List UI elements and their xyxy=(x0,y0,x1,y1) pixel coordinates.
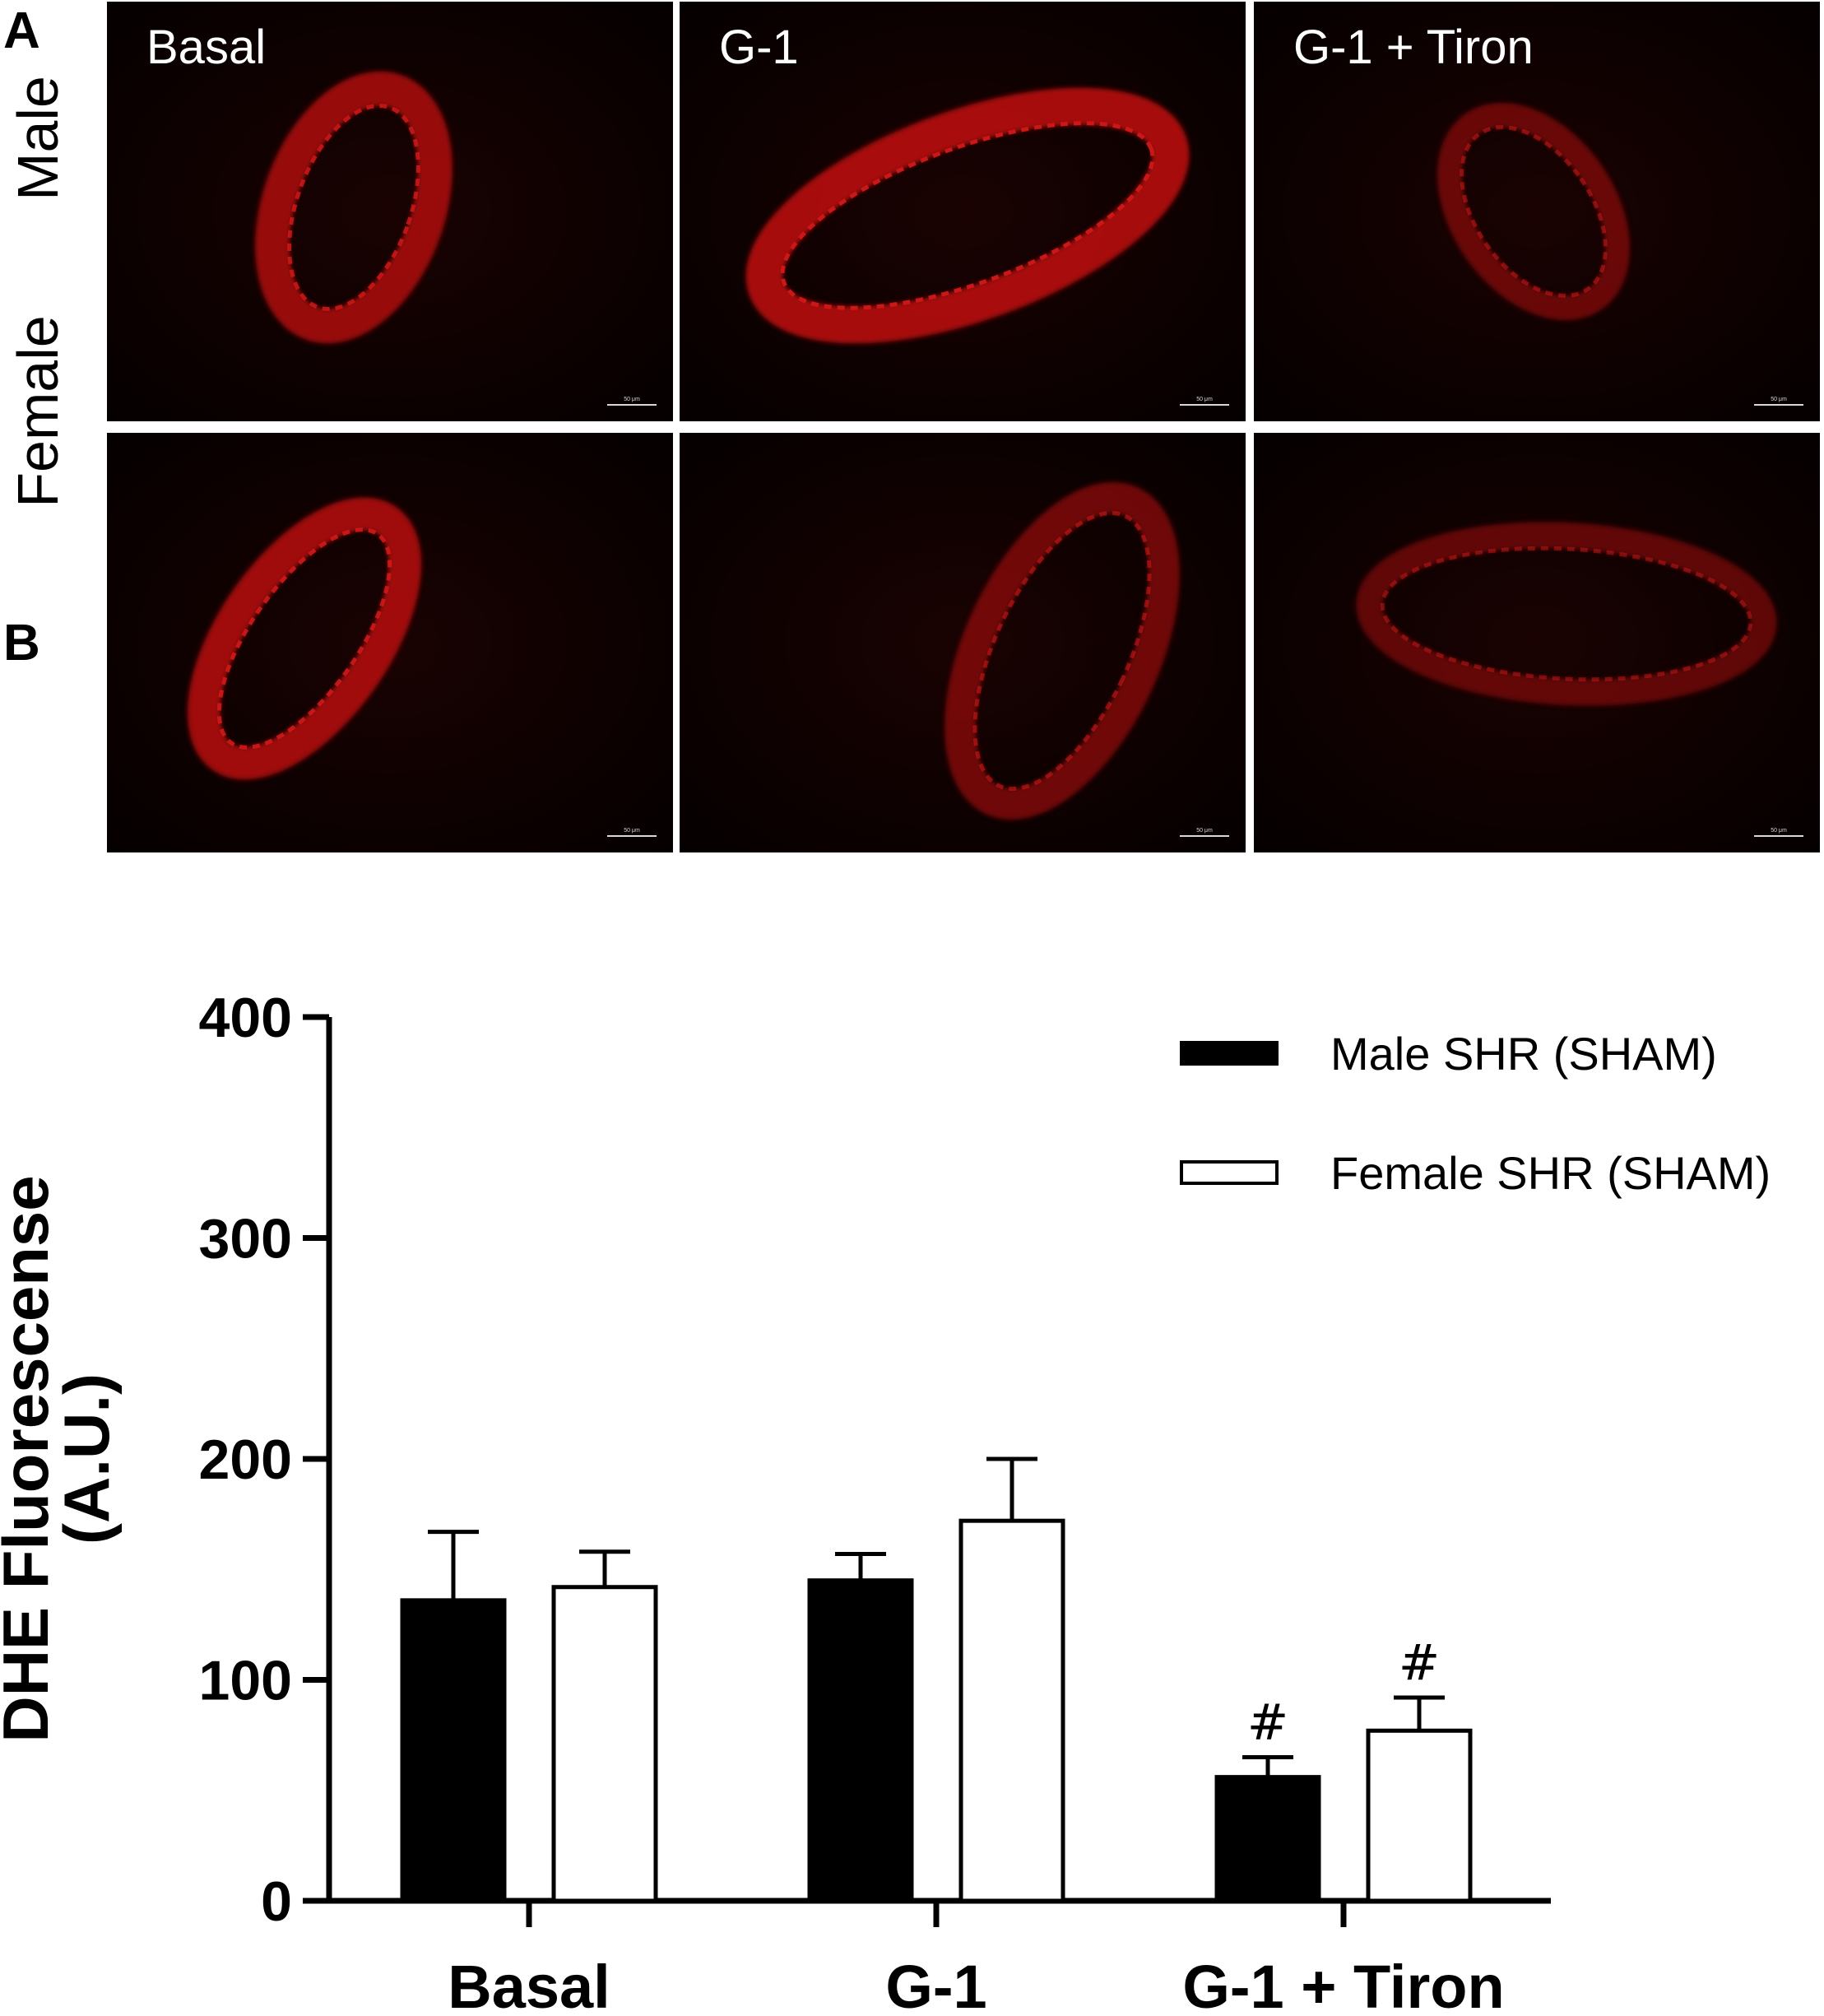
y-tick-label: 300 xyxy=(199,1208,292,1270)
y-tick-label: 100 xyxy=(199,1650,292,1712)
panel-b-letter: B xyxy=(3,615,40,671)
y-axis-label: DHE Fluorescense(A.U.) xyxy=(0,1175,123,1742)
bar-chart: 0 100 200 300 400 DHE Fluorescense(A.U.) Basal… xyxy=(0,987,1771,2016)
bar xyxy=(807,1578,914,1903)
scale-bar-label: 50 μm xyxy=(624,397,640,402)
column-label: G-1 + Tiron xyxy=(1293,21,1534,74)
micrograph-tile: 50 μm xyxy=(680,2,1246,421)
micrograph-tile: 50 μm xyxy=(107,433,673,852)
x-tick-label: G-1 xyxy=(885,1953,986,2016)
bar xyxy=(1366,1728,1473,1903)
legend-label: Male SHR (SHAM) xyxy=(1330,1028,1717,1080)
bar xyxy=(1214,1775,1321,1903)
micrograph-tile: 50 μm xyxy=(1254,433,1820,852)
legend-swatch xyxy=(1180,1160,1279,1185)
legend-item: Female SHR (SHAM) xyxy=(1180,1147,1771,1199)
y-tick-label: 0 xyxy=(261,1870,292,1933)
y-tick-label: 200 xyxy=(199,1428,292,1491)
panel-a-letter: A xyxy=(3,2,40,59)
micrograph-grid: 50 μm 50 μm 50 μm 50 μm 50 μm 50 μm Basal G-1 G-… xyxy=(107,2,1820,852)
legend-item: Male SHR (SHAM) xyxy=(1180,1028,1717,1080)
legend-swatch xyxy=(1180,1041,1279,1066)
column-label: Basal xyxy=(146,21,266,74)
y-tick-label: 400 xyxy=(199,987,292,1049)
scale-bar-label: 50 μm xyxy=(1771,397,1787,402)
significance-marker: # xyxy=(1399,1634,1440,1692)
row-label-female: Female xyxy=(6,315,70,507)
scale-bar-label: 50 μm xyxy=(1196,397,1213,402)
column-label: G-1 xyxy=(719,21,799,74)
micrograph-tile: 50 μm xyxy=(1254,2,1820,421)
bar xyxy=(400,1598,507,1903)
x-tick-label: G-1 + Tiron xyxy=(1182,1953,1504,2016)
significance-marker: # xyxy=(1247,1693,1288,1751)
scale-bar-label: 50 μm xyxy=(1196,828,1213,834)
scale-bar-label: 50 μm xyxy=(624,828,640,834)
bar xyxy=(958,1518,1065,1903)
micrograph-tile: 50 μm xyxy=(107,2,673,421)
x-tick-label: Basal xyxy=(448,1953,610,2016)
scale-bar-label: 50 μm xyxy=(1771,828,1787,834)
bar xyxy=(551,1585,658,1903)
legend-label: Female SHR (SHAM) xyxy=(1330,1147,1771,1199)
micrograph-tile: 50 μm xyxy=(680,433,1246,852)
row-label-male: Male xyxy=(6,76,70,201)
